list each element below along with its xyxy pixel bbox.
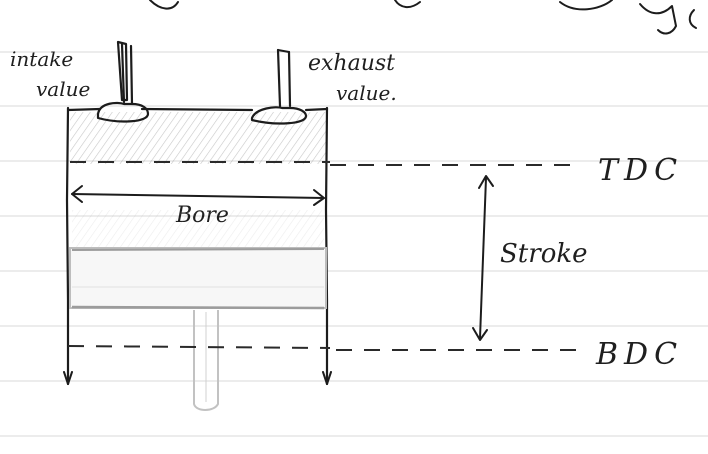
exhaust-valve-label: exhaust value. [308, 51, 397, 105]
intake-label-line1: intake [10, 47, 73, 71]
tdc-label: TDC [598, 153, 683, 188]
intake-valve [96, 40, 150, 123]
exhaust-label-line1: exhaust [308, 51, 395, 76]
piston [69, 247, 327, 310]
bore-arrow [71, 185, 325, 206]
intake-valve-label: intake value [10, 47, 90, 101]
stroke-arrow [472, 175, 494, 341]
tdc-line [70, 161, 580, 166]
connecting-rod [193, 310, 219, 411]
cropped-top-scribble [149, 0, 697, 35]
intake-label-line2: value [36, 77, 90, 101]
bdc-line [67, 345, 580, 351]
piston-travel-shading [72, 210, 324, 248]
stroke-label: Stroke [500, 239, 587, 269]
exhaust-label-line2: value. [336, 81, 397, 105]
exhaust-valve [250, 48, 308, 125]
bdc-label: BDC [595, 337, 683, 372]
